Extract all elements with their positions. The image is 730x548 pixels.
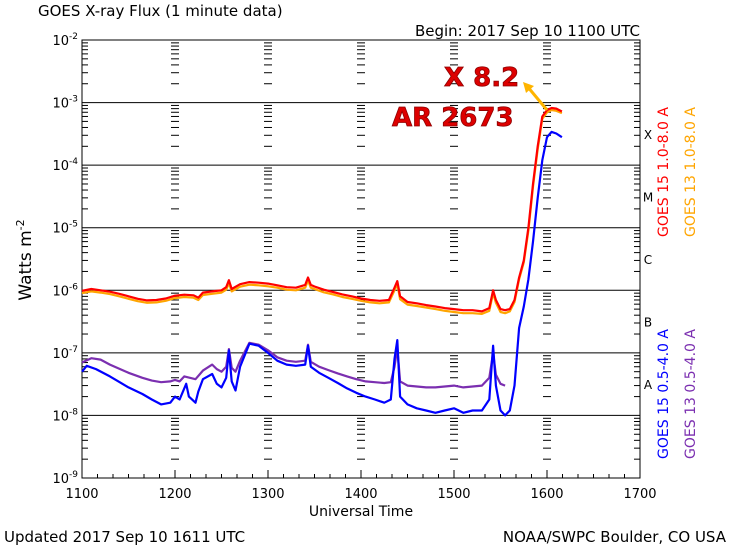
flare-pointer-arrow [525, 85, 549, 111]
y-axis-label: Watts m-2 [14, 219, 36, 300]
x-tick-label: 1500 [437, 487, 470, 502]
flare-class-label: M [643, 190, 653, 204]
begin-time: Begin: 2017 Sep 10 1100 UTC [415, 22, 640, 40]
y-axis-label-text: Watts m [16, 230, 36, 300]
y-tick-label: 10-3 [52, 95, 78, 112]
legend-entry: GOES 15 1.0-8.0 A [656, 107, 672, 237]
series-line [81, 108, 563, 315]
flare-class-label: X [644, 128, 652, 142]
series-line [81, 106, 563, 313]
x-tick-label: 1100 [65, 487, 98, 502]
credit-text: NOAA/SWPC Boulder, CO USA [503, 528, 727, 546]
y-tick-label: 10-9 [52, 470, 78, 487]
x-tick-label: 1700 [623, 487, 656, 502]
y-tick-label: 10-4 [52, 157, 78, 174]
flare-pointer-arrowhead [523, 82, 534, 93]
x-tick-label: 1600 [530, 487, 563, 502]
flare-class-label: B [644, 316, 652, 330]
x-tick-label: 1400 [344, 487, 377, 502]
legend-entry: GOES 13 1.0-8.0 A [683, 107, 699, 237]
chart-title: GOES X-ray Flux (1 minute data) [38, 2, 283, 20]
flare-annotation: X 8.2 AR 2673 [392, 63, 549, 133]
y-tick-label: 10-5 [52, 220, 78, 237]
x-tick-label: 1200 [158, 487, 191, 502]
y-axis-label-exponent: -2 [14, 219, 27, 230]
x-tick-label: 1300 [251, 487, 284, 502]
x-axis-label: Universal Time [309, 504, 413, 520]
y-tick-label: 10-7 [52, 345, 78, 362]
flare-class-label: A [644, 378, 653, 392]
series-line [81, 130, 563, 417]
legend-entry: GOES 15 0.5-4.0 A [656, 329, 672, 459]
updated-timestamp: Updated 2017 Sep 10 1611 UTC [4, 528, 245, 546]
flare-class-label: C [644, 253, 652, 267]
legend: GOES 15 1.0-8.0 A GOES 13 1.0-8.0 A GOES 1… [656, 107, 699, 459]
y-tick-label: 10-8 [52, 407, 78, 424]
svg-text:Watts m-2: Watts m-2 [14, 219, 36, 300]
active-region-label: AR 2673 [392, 103, 514, 133]
legend-entry: GOES 13 0.5-4.0 A [683, 329, 699, 459]
y-tick-label: 10-6 [52, 282, 78, 299]
y-tick-label: 10-2 [52, 32, 78, 49]
grid-layer [82, 39, 640, 479]
flare-class-labels: X M C B A [643, 128, 653, 392]
series-layer [81, 106, 563, 417]
flare-magnitude-label: X 8.2 [444, 63, 519, 93]
